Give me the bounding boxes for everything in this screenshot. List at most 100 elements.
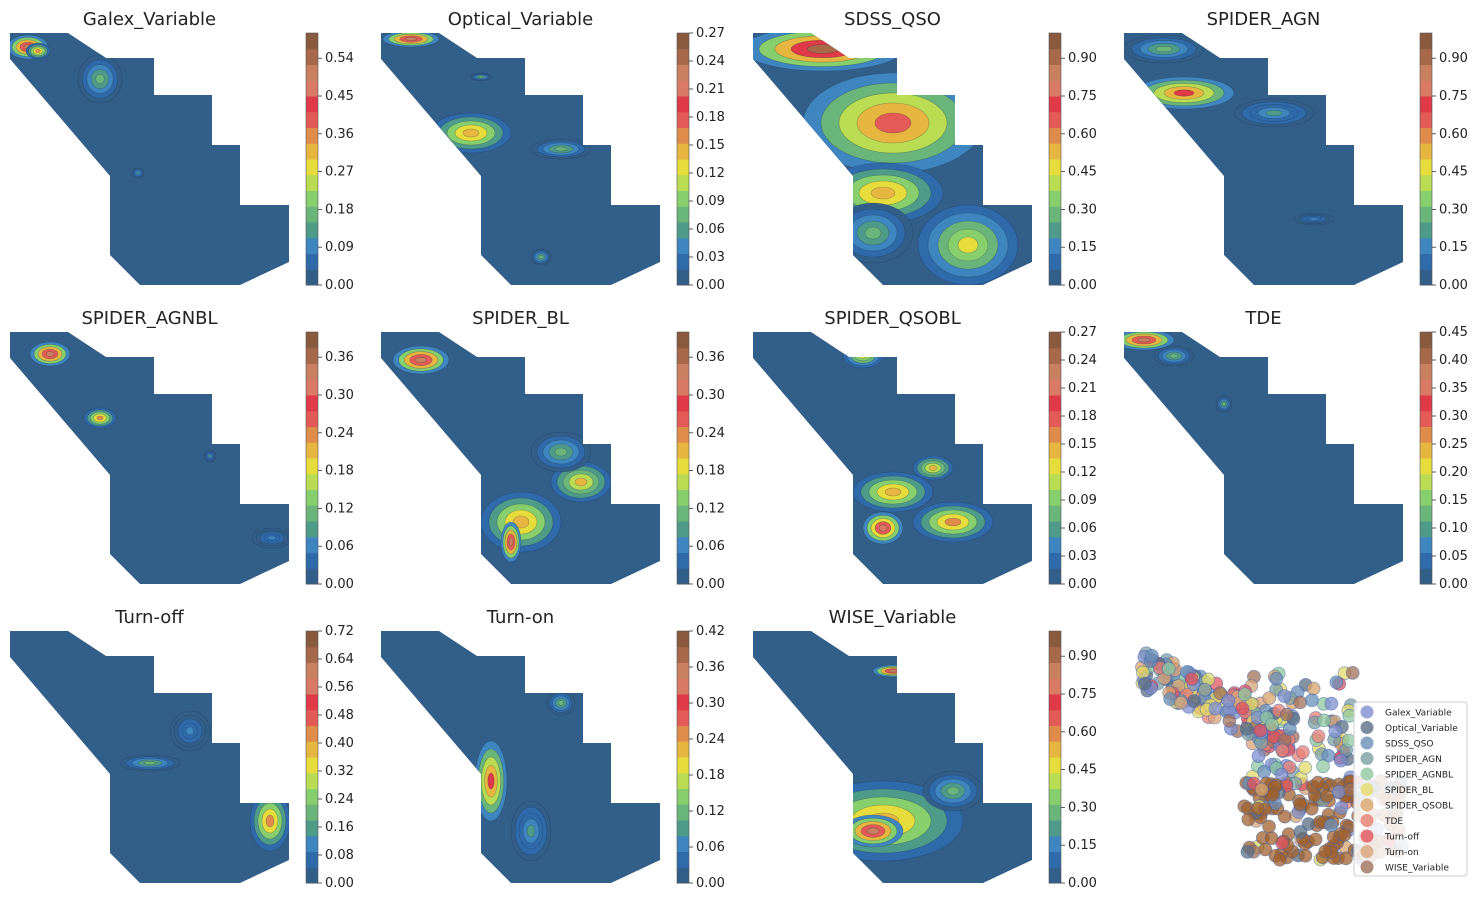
colorbar-band (306, 489, 318, 506)
colorbar-band (1049, 80, 1061, 97)
colorbar-band (677, 379, 689, 396)
contour-region (45, 351, 55, 357)
colorbar-band (1420, 568, 1432, 585)
colorbar-band (1049, 237, 1061, 254)
colorbar-tick-label: 0.06 (696, 222, 725, 237)
colorbar-tick-label: 0.24 (696, 426, 725, 441)
colorbar-band (1049, 111, 1061, 128)
colorbar-band (677, 772, 689, 789)
scatter-point (1332, 784, 1346, 799)
colorbar-band (306, 662, 318, 679)
colorbar-band (677, 568, 689, 585)
heatmap-area (381, 631, 660, 883)
scatter-point (1324, 696, 1339, 711)
colorbar-band (1049, 269, 1061, 286)
colorbar-tick-label: 0.75 (1439, 89, 1468, 104)
legend-label: SPIDER_QSOBL (1385, 802, 1453, 812)
legend-label: TDE (1384, 817, 1403, 827)
colorbar-tick-label: 0.32 (325, 764, 354, 779)
contour-region (866, 827, 880, 835)
colorbar-band (677, 725, 689, 742)
colorbar-band (306, 64, 318, 81)
colorbar-band (1420, 332, 1432, 349)
colorbar-band (306, 835, 318, 852)
scatter-point (1272, 852, 1287, 867)
colorbar-band (1049, 631, 1061, 648)
colorbar-band (1049, 206, 1061, 223)
contour-region (806, 44, 840, 54)
colorbar-band (1049, 159, 1061, 176)
colorbar-band (306, 867, 318, 884)
colorbar-frame (305, 630, 319, 884)
scatter-point (1341, 733, 1356, 748)
legend-label: SPIDER_BL (1385, 786, 1433, 796)
colorbar-band (1420, 143, 1432, 160)
colorbar-band (1420, 521, 1432, 538)
colorbar-band (677, 48, 689, 65)
colorbar-band (306, 678, 318, 695)
colorbar-tick-label: 0.45 (325, 89, 354, 104)
scatter-point (1264, 831, 1279, 846)
colorbar-band (677, 80, 689, 97)
colorbar-band (1420, 269, 1432, 286)
contour-region (538, 255, 544, 259)
colorbar-band (677, 111, 689, 128)
colorbar-band (306, 505, 318, 522)
colorbar-band (1049, 127, 1061, 144)
colorbar-tick-label: 0.42 (696, 624, 725, 639)
contour-region (944, 517, 962, 527)
colorbar-band (1420, 64, 1432, 81)
colorbar-band (1420, 552, 1432, 569)
scatter-point (1253, 723, 1268, 738)
colorbar-band (306, 804, 318, 821)
heatmap-area (10, 33, 289, 285)
colorbar-band (677, 552, 689, 569)
heatmap-panel-10: WISE_Variable 0.00 0.15 0.30 0.45 0.60 0.75 0.9… (753, 607, 1097, 891)
colorbar-band (306, 741, 318, 758)
colorbar-band (306, 222, 318, 239)
colorbar-band (306, 143, 318, 160)
colorbar-band (1420, 237, 1432, 254)
colorbar-tick-label: 0.30 (1068, 202, 1097, 217)
colorbar-band (677, 426, 689, 443)
colorbar-tick-label: 0.15 (1439, 240, 1468, 255)
colorbar-band (677, 694, 689, 711)
colorbar-band (306, 363, 318, 380)
colorbar-band (306, 757, 318, 774)
colorbar-tick-label: 0.60 (1068, 127, 1097, 142)
heatmap-area (1124, 33, 1403, 285)
colorbar-tick-label: 0.36 (696, 660, 725, 675)
panel-title: SPIDER_AGN (1207, 9, 1321, 30)
colorbar-band (1049, 725, 1061, 742)
legend-label: Optical_Variable (1385, 724, 1458, 734)
colorbar-band (1420, 347, 1432, 364)
colorbar-band (677, 222, 689, 239)
panel-title: SPIDER_QSOBL (824, 308, 960, 329)
colorbar-band (677, 410, 689, 427)
colorbar-frame (1048, 32, 1062, 286)
scatter-point (1240, 844, 1255, 859)
colorbar-band (677, 64, 689, 81)
heatmap-area (1124, 332, 1403, 584)
colorbar-band (677, 662, 689, 679)
colorbar-tick-label: 0.00 (1068, 577, 1097, 592)
legend-label: WISE_Variable (1385, 864, 1449, 874)
contour-region (512, 515, 530, 529)
colorbar-band (1049, 678, 1061, 695)
colorbar-tick-label: 0.12 (325, 501, 354, 516)
colorbar-band (677, 757, 689, 774)
colorbar-frame (1048, 630, 1062, 884)
colorbar-band (677, 788, 689, 805)
colorbar-tick-label: 0.64 (325, 652, 354, 667)
colorbar-band (306, 552, 318, 569)
colorbar-frame (676, 630, 690, 884)
scatter-point (1197, 682, 1212, 697)
scatter-point (1304, 801, 1319, 816)
colorbar-band (1420, 363, 1432, 380)
panel-title: SPIDER_BL (472, 308, 569, 329)
colorbar-band (306, 237, 318, 254)
colorbar-tick-label: 0.35 (1439, 381, 1468, 396)
contour-region (185, 726, 195, 736)
colorbar-band (1049, 646, 1061, 663)
